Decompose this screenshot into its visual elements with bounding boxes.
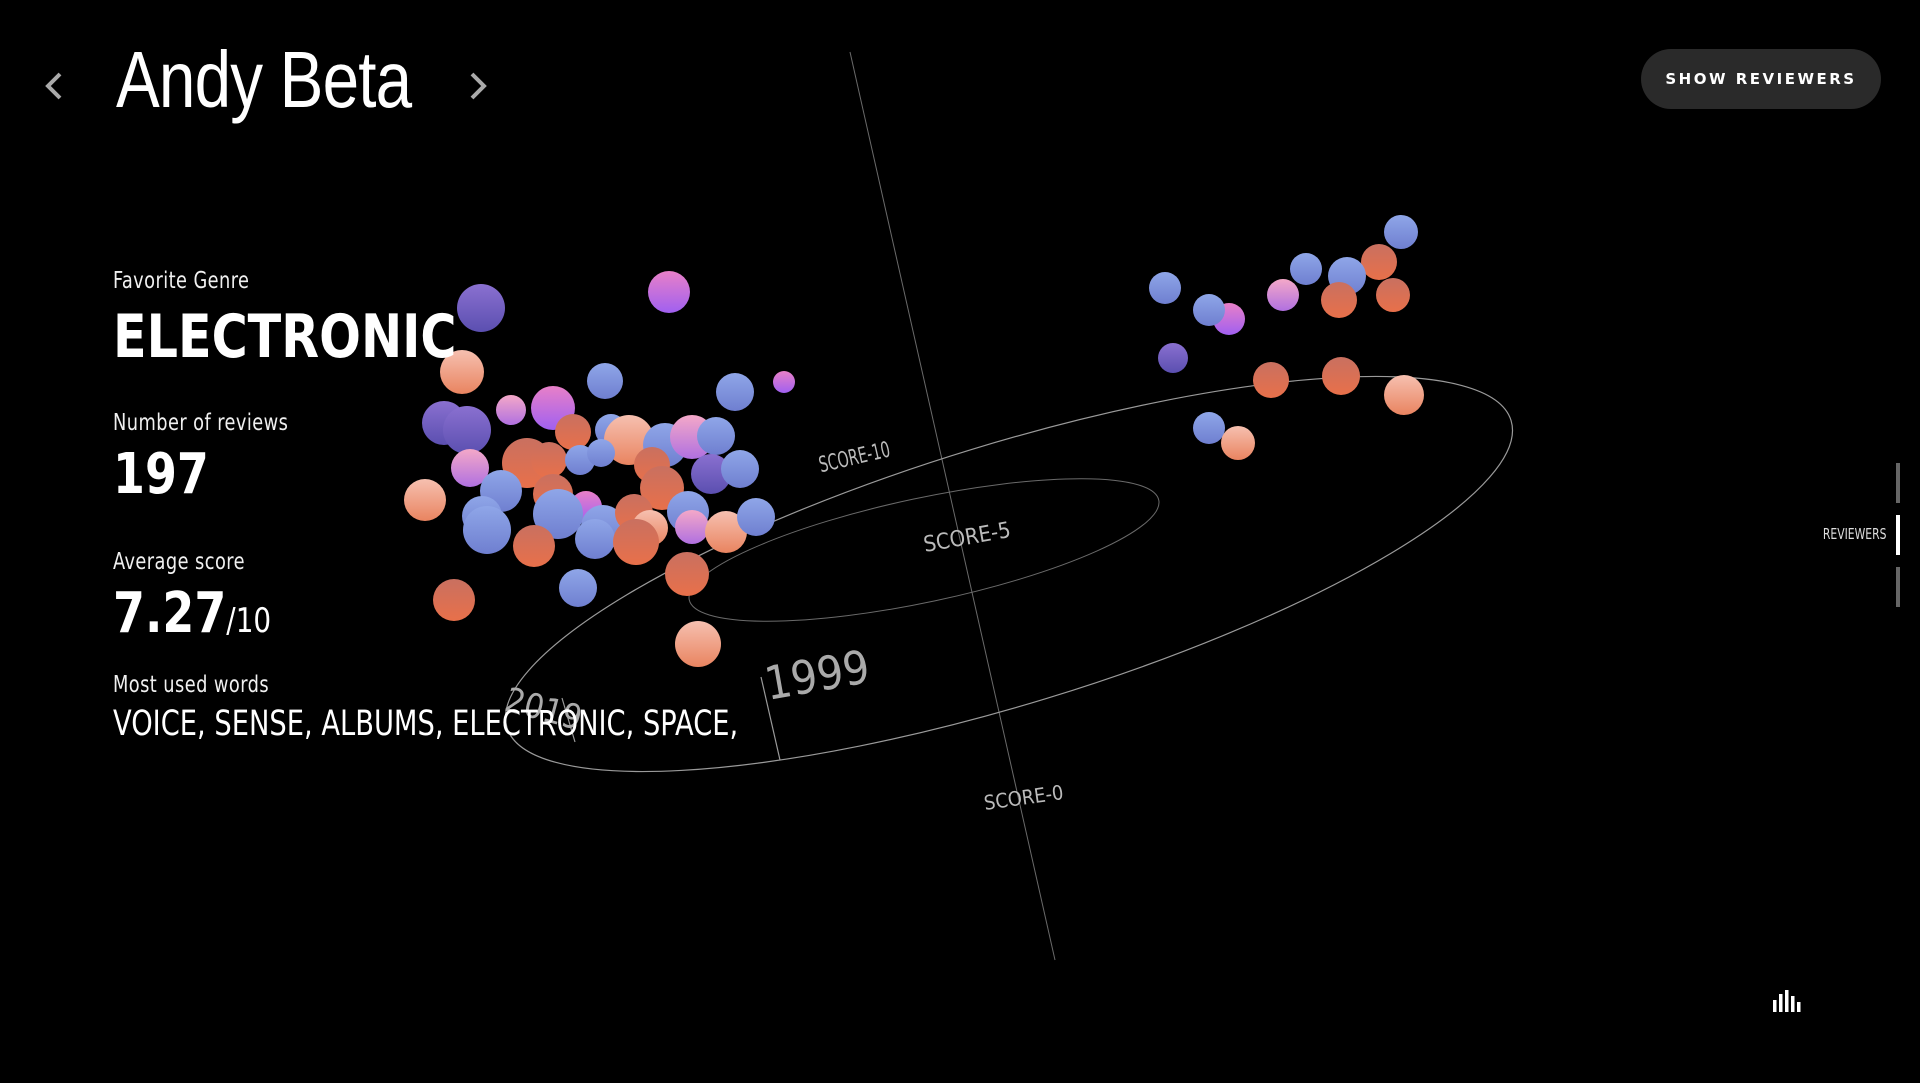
review-point[interactable] (1193, 294, 1225, 326)
score-axis-line (849, 51, 1056, 961)
review-point[interactable] (513, 525, 555, 567)
chevron-right-icon (470, 72, 487, 100)
review-point[interactable] (716, 373, 754, 411)
review-point[interactable] (555, 414, 591, 450)
review-point[interactable] (404, 479, 446, 521)
outer-orbit (504, 375, 1514, 773)
review-point[interactable] (648, 271, 690, 313)
review-points-right[interactable] (1149, 215, 1424, 460)
review-point[interactable] (443, 406, 491, 454)
side-nav-label[interactable]: REVIEWERS (1822, 525, 1886, 543)
review-point[interactable] (1290, 253, 1322, 285)
average-score-suffix: /10 (226, 601, 272, 641)
review-point[interactable] (697, 417, 735, 455)
average-score: 7.27/10 (113, 581, 638, 646)
review-point[interactable] (1322, 357, 1360, 395)
review-point[interactable] (1321, 282, 1357, 318)
review-point[interactable] (675, 621, 721, 667)
tick-2019 (561, 697, 576, 743)
reviews-count-value: 197 (113, 442, 209, 507)
review-point[interactable] (1384, 375, 1424, 415)
tick-1999 (760, 676, 781, 761)
most-used-words-label: Most used words (113, 672, 270, 698)
label-score-10: SCORE-10 (816, 436, 892, 478)
side-nav-item-next[interactable] (1896, 567, 1900, 607)
review-point[interactable] (1267, 279, 1299, 311)
label-score-5: SCORE-5 (922, 518, 1013, 558)
review-point[interactable] (773, 371, 795, 393)
review-point[interactable] (1158, 343, 1188, 373)
side-nav-item-prev[interactable] (1896, 463, 1900, 503)
label-year-1999: 1999 (761, 639, 874, 710)
review-point[interactable] (533, 489, 583, 539)
review-point[interactable] (575, 519, 615, 559)
review-point[interactable] (440, 350, 484, 394)
average-score-value: 7.27 (113, 581, 227, 646)
review-point[interactable] (613, 519, 659, 565)
side-nav-item-active[interactable] (1896, 515, 1900, 555)
review-point[interactable] (737, 498, 775, 536)
review-point[interactable] (496, 395, 526, 425)
average-score-label: Average score (113, 549, 245, 575)
label-score-0: SCORE-0 (982, 780, 1065, 815)
review-point[interactable] (1384, 215, 1418, 249)
review-point[interactable] (665, 552, 709, 596)
most-used-words-value: VOICE, SENSE, ALBUMS, ELECTRONIC, SPACE, (113, 704, 739, 744)
review-points-left[interactable] (404, 271, 795, 667)
review-point[interactable] (1221, 426, 1255, 460)
review-point[interactable] (451, 449, 489, 487)
review-point[interactable] (705, 511, 747, 553)
reviewer-stats: Favorite Genre ELECTRONIC Number of revi… (113, 268, 753, 744)
previous-reviewer-button[interactable] (34, 66, 74, 106)
review-point[interactable] (1149, 272, 1181, 304)
next-reviewer-button[interactable] (458, 66, 498, 106)
inner-orbit (688, 478, 1160, 622)
chevron-left-icon (45, 72, 62, 100)
bar-chart-icon[interactable] (1772, 990, 1802, 1012)
review-point[interactable] (1193, 412, 1225, 444)
review-point[interactable] (1253, 362, 1289, 398)
show-reviewers-button[interactable]: SHOW REVIEWERS (1641, 49, 1881, 109)
review-point[interactable] (559, 569, 597, 607)
review-point[interactable] (1376, 278, 1410, 312)
review-point[interactable] (587, 363, 623, 399)
review-point[interactable] (457, 284, 505, 332)
review-point[interactable] (1361, 244, 1397, 280)
review-point[interactable] (691, 454, 731, 494)
review-point[interactable] (531, 442, 567, 478)
review-point[interactable] (721, 450, 759, 488)
review-point[interactable] (587, 439, 615, 467)
reviews-count-label: Number of reviews (113, 410, 289, 436)
reviewer-name: Andy Beta (116, 35, 412, 124)
review-point[interactable] (675, 510, 709, 544)
favorite-genre-label: Favorite Genre (113, 268, 250, 294)
side-navigation[interactable]: REVIEWERS (1820, 460, 1900, 610)
review-point[interactable] (463, 506, 511, 554)
review-point[interactable] (433, 579, 475, 621)
favorite-genre-value: ELECTRONIC (113, 302, 457, 372)
